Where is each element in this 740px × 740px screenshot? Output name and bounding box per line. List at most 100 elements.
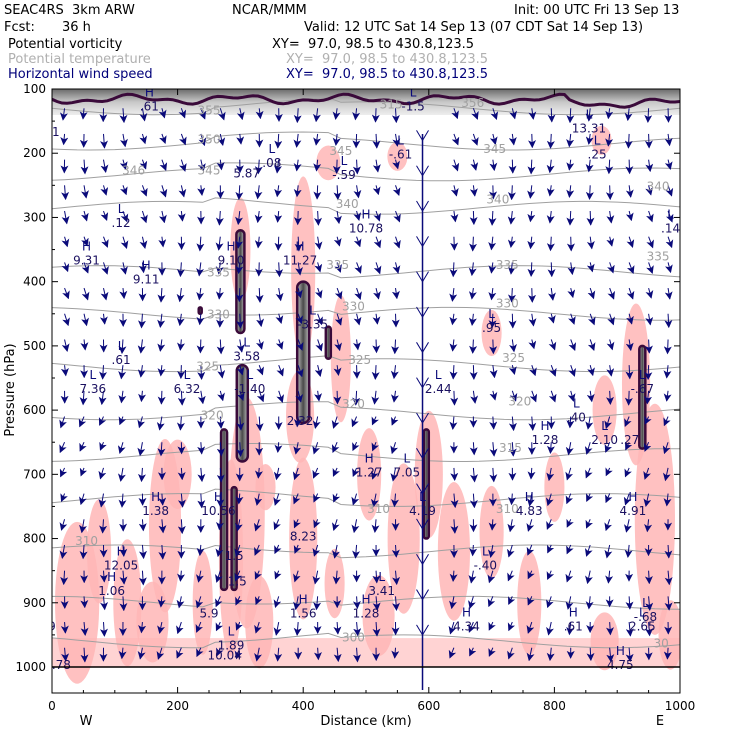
wind-vector (255, 416, 264, 432)
wind-vector (450, 390, 459, 406)
wind-vector (547, 288, 556, 301)
wind-vector (196, 288, 205, 301)
wind-vector (332, 570, 341, 585)
theta-label: 335 (326, 258, 349, 272)
pv-column (324, 325, 333, 360)
wind-vector (645, 159, 654, 173)
theta-label: 335 (496, 258, 519, 272)
wind-vector (507, 236, 516, 248)
wind-vector (391, 390, 399, 403)
theta-contour (52, 544, 680, 559)
wind-vector (274, 210, 283, 223)
extremum-value: 1.38 (142, 504, 169, 518)
extremum-value: 1.5 (225, 549, 244, 563)
wind-vector (215, 262, 224, 275)
theta-label: 300 (342, 630, 365, 644)
wind-vector (59, 467, 68, 478)
wind-vector (100, 159, 109, 173)
extremum-marker: L (586, 108, 593, 122)
wind-vector (99, 570, 108, 583)
wind-vector (332, 133, 341, 146)
extremum-marker: L (246, 368, 253, 382)
wind-vector (565, 467, 574, 481)
wind-vector (469, 185, 478, 197)
extremum-marker: H (151, 490, 160, 504)
wind-vector (236, 416, 245, 431)
wind-vector (507, 647, 515, 660)
wind-vector (373, 236, 382, 249)
wind-vector (276, 390, 284, 403)
wind-vector (215, 596, 223, 608)
wind-vector (373, 262, 382, 275)
wind-vector (528, 416, 537, 431)
wind-vector (217, 108, 226, 121)
pv-column (197, 306, 203, 316)
y-tick-label: 700 (23, 467, 46, 481)
jet-arrowhead (416, 483, 429, 495)
x-axis-label: Distance (km) (320, 714, 411, 729)
wind-vector (254, 185, 263, 200)
wind-vector (235, 262, 244, 275)
wind-vector (254, 210, 263, 224)
wind-vector (118, 416, 127, 426)
extremum-value: 9.10 (218, 253, 245, 267)
wind-vector (217, 390, 225, 402)
wind-vector (217, 365, 226, 379)
wind-vector (352, 159, 361, 175)
wind-vector (352, 467, 360, 478)
extremum-marker: L (639, 605, 646, 619)
wind-vector (371, 108, 380, 123)
wind-vector (334, 287, 343, 300)
wind-vector (548, 390, 557, 403)
jet-arrowhead (416, 271, 429, 283)
extremum-marker: L (309, 304, 316, 318)
wind-vector (586, 236, 595, 250)
extremum-value: -3.35 (297, 318, 328, 332)
wind-vector (156, 416, 165, 431)
wind-vector (139, 133, 148, 145)
wind-vector (80, 159, 89, 175)
wind-vector (293, 622, 302, 636)
wind-vector (644, 339, 653, 354)
wind-vector (607, 262, 615, 274)
cloud-shade-blob (544, 452, 565, 522)
wind-vector (120, 262, 128, 275)
wind-vector (488, 313, 497, 329)
wind-vector (527, 570, 535, 580)
extremum-marker: L (488, 307, 495, 321)
wind-vector (234, 570, 242, 582)
wind-vector (390, 365, 399, 380)
wind-vector (664, 313, 673, 329)
wind-vector (197, 159, 206, 172)
wind-vector (275, 262, 284, 278)
wind-vector (568, 364, 576, 377)
wind-vector (625, 339, 634, 352)
x-tick-label: 600 (417, 699, 440, 713)
wind-vector (372, 133, 381, 149)
wind-vector (507, 262, 516, 275)
extremum-marker: H (82, 239, 91, 253)
extremum-marker: L (419, 490, 426, 504)
wind-vector (527, 159, 536, 175)
extremum-value: -.61 (389, 147, 412, 161)
extremum-value: 4.83 (516, 504, 543, 518)
wind-vector (273, 467, 282, 481)
wind-vector (137, 313, 146, 329)
wind-vector (81, 262, 90, 274)
jet-arrowhead (416, 236, 429, 248)
theta-label: 310 (75, 534, 98, 548)
y-tick-label: 200 (23, 146, 46, 160)
wind-vector (584, 544, 593, 557)
wind-vector (451, 133, 460, 146)
wind-vector (157, 288, 166, 303)
wind-vector (138, 467, 146, 483)
wind-vector (545, 493, 554, 507)
wind-vector (487, 570, 496, 584)
wind-vector (664, 570, 673, 586)
wind-vector (351, 416, 359, 428)
wind-vector (625, 365, 634, 380)
extremum-value: .78 (52, 658, 71, 672)
wind-vector (585, 133, 594, 145)
wind-vector (118, 390, 127, 404)
wind-vector (526, 544, 535, 556)
